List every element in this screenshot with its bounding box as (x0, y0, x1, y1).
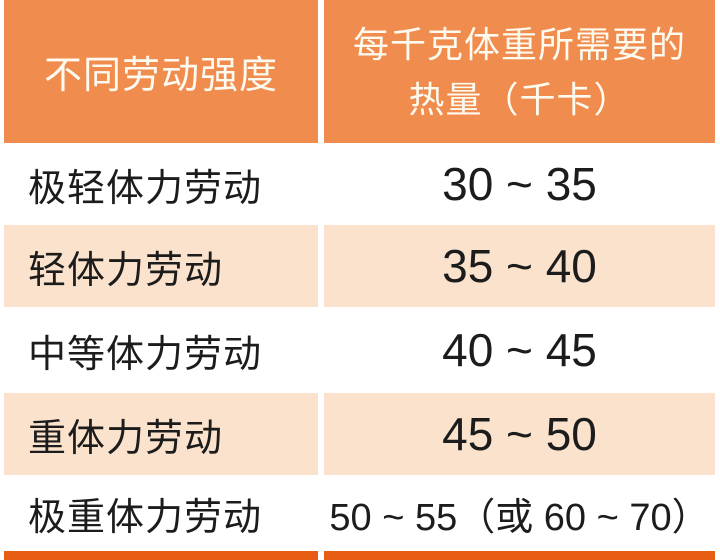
row-label-text: 轻体力劳动 (28, 249, 224, 292)
table-row-label: 极轻体力劳动 (4, 143, 318, 225)
bottom-bar-left-segment (4, 551, 318, 560)
table-row-value: 30 ~ 35 (324, 143, 715, 225)
intensity-header-cell: 不同劳动强度 (4, 0, 318, 143)
calories-header-cell: 每千克体重所需要的 热量（千卡） (324, 0, 715, 143)
table-row-value: 40 ~ 45 (324, 307, 715, 393)
bottom-bar-right-segment (324, 551, 715, 560)
calorie-requirement-table: 不同劳动强度 每千克体重所需要的 热量（千卡） 极轻体力劳动 30 ~ 35 轻… (4, 0, 715, 560)
row-label-text: 极重体力劳动 (28, 496, 263, 539)
row-value-text: 40 ~ 45 (442, 324, 597, 376)
calories-header-line1: 每千克体重所需要的 (352, 23, 686, 65)
calories-header-line2: 热量（千卡） (408, 78, 631, 120)
row-label-text: 中等体力劳动 (28, 333, 263, 376)
table-row-value: 35 ~ 40 (324, 225, 715, 307)
table-row-label: 中等体力劳动 (4, 307, 318, 393)
row-label-text: 重体力劳动 (28, 417, 224, 460)
row-value-text: 30 ~ 35 (442, 158, 597, 210)
table-row-value: 50 ~ 55（或 60 ~ 70） (324, 475, 715, 551)
table-row-label: 重体力劳动 (4, 393, 318, 475)
intensity-header-label: 不同劳动强度 (43, 55, 278, 97)
table-row-label: 轻体力劳动 (4, 225, 318, 307)
row-value-text: 50 ~ 55（或 60 ~ 70） (329, 496, 710, 539)
row-label-text: 极轻体力劳动 (28, 167, 263, 210)
row-value-text: 45 ~ 50 (442, 408, 597, 460)
table-row-label: 极重体力劳动 (4, 475, 318, 551)
row-value-text: 35 ~ 40 (442, 240, 597, 292)
table-row-value: 45 ~ 50 (324, 393, 715, 475)
